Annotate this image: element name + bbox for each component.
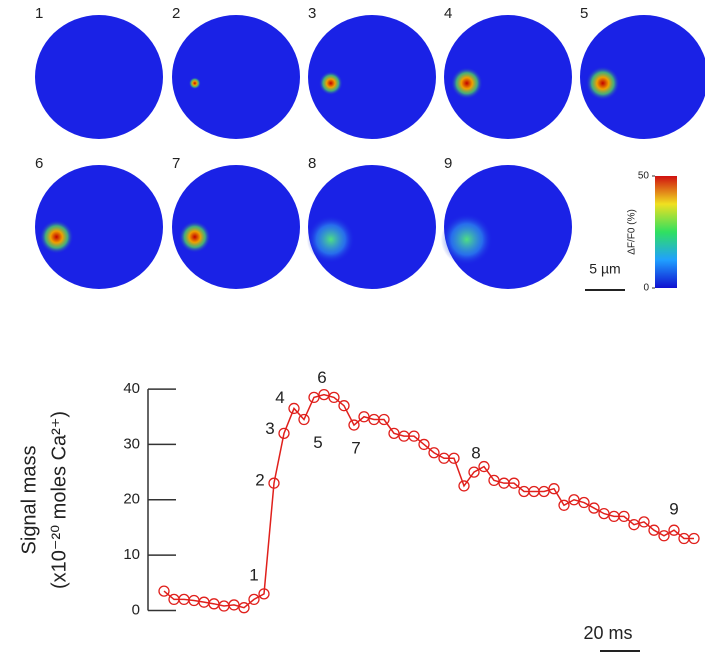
- y-tick-label: 40: [123, 380, 140, 397]
- panel-label: 2: [172, 5, 180, 22]
- scale-bar-label: 5 µm: [589, 261, 620, 277]
- point-annotation: 7: [351, 439, 360, 458]
- colorbar-tick-label: 0: [643, 283, 649, 294]
- point-annotation: 2: [255, 471, 264, 490]
- y-axis-label: (x10⁻²⁰ moles Ca²⁺): [48, 411, 70, 589]
- point-annotation: 8: [471, 444, 480, 463]
- calcium-spark: [451, 67, 483, 99]
- page: {"panels": {"labels": ["1", "2", "3", "4…: [0, 0, 705, 654]
- calcium-spark: [40, 220, 74, 254]
- panel-label: 6: [35, 155, 43, 172]
- panel-label: 3: [308, 5, 316, 22]
- point-annotation: 6: [317, 368, 326, 387]
- point-annotation: 1: [249, 565, 258, 584]
- y-axis-label: Signal mass: [18, 446, 40, 555]
- point-annotation: 4: [275, 388, 284, 407]
- point-annotation: 9: [669, 500, 678, 519]
- scale-bar-label: 20 ms: [583, 623, 632, 643]
- panel-label: 4: [444, 5, 452, 22]
- y-tick-label: 20: [123, 491, 140, 508]
- data-line: [164, 395, 694, 608]
- calcium-spark: [179, 221, 211, 253]
- cell-image: [172, 15, 300, 139]
- figure: 123456789050ΔF/F0 (%)5 µm010203040Signal…: [0, 0, 705, 654]
- panel-label: 7: [172, 155, 180, 172]
- calcium-spark: [586, 66, 620, 100]
- colorbar-title: ΔF/F0 (%): [627, 209, 638, 255]
- y-tick-label: 0: [132, 601, 140, 618]
- y-tick-label: 30: [123, 435, 140, 452]
- y-tick-label: 10: [123, 546, 140, 563]
- panel-label: 1: [35, 5, 43, 22]
- calcium-spark: [307, 215, 355, 263]
- panel-label: 8: [308, 155, 316, 172]
- calcium-spark: [319, 71, 343, 95]
- colorbar-tick-label: 50: [638, 171, 650, 182]
- colorbar: [655, 176, 677, 288]
- point-annotation: 5: [313, 433, 322, 452]
- point-annotation: 3: [265, 419, 274, 438]
- cell-image: [35, 15, 163, 139]
- calcium-spark: [189, 77, 201, 89]
- panel-label: 5: [580, 5, 588, 22]
- panel-label: 9: [444, 155, 452, 172]
- calcium-spark: [441, 213, 493, 265]
